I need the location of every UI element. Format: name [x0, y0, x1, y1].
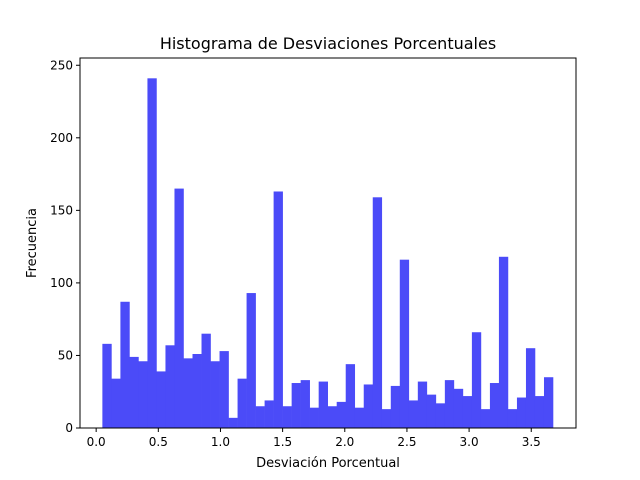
histogram-bar [336, 401, 347, 428]
histogram-bar [363, 384, 374, 428]
histogram-bar [516, 397, 527, 428]
x-tick-label: 2.0 [335, 435, 354, 449]
histogram-bar [453, 388, 464, 428]
histogram-bar [318, 381, 328, 428]
histogram-bar [147, 78, 157, 429]
histogram-bar [237, 378, 247, 428]
histogram-bar [354, 407, 365, 428]
histogram-bar [480, 409, 491, 428]
histogram-bar [255, 406, 265, 428]
histogram-bar [390, 385, 401, 428]
histogram-bar [228, 417, 238, 428]
histogram-bar [426, 394, 437, 428]
histogram-bar [525, 348, 536, 428]
x-axis-label: Desviación Porcentual [256, 456, 400, 471]
x-tick-label: 2.5 [397, 435, 416, 449]
y-axis-label: Frecuencia [25, 208, 40, 278]
x-tick-label: 1.5 [273, 435, 292, 449]
chart-title: Histograma de Desviaciones Porcentuales [160, 34, 496, 53]
y-tick-label: 200 [50, 131, 73, 145]
histogram-bar [129, 356, 139, 428]
histogram-bar [543, 377, 554, 428]
histogram-bar [174, 188, 184, 428]
y-tick-label: 150 [50, 203, 73, 217]
histogram-bar [111, 378, 121, 428]
y-tick-label: 0 [65, 421, 73, 435]
bars-group [102, 78, 554, 429]
x-tick-label: 3.5 [522, 435, 541, 449]
y-tick-label: 50 [58, 348, 73, 362]
histogram-bar [327, 406, 338, 428]
histogram-bar [282, 406, 292, 428]
histogram-bar [201, 333, 211, 428]
x-tick-label: 0.5 [149, 435, 168, 449]
histogram-bar [534, 396, 545, 428]
histogram-bar [372, 197, 383, 428]
histogram-bar [498, 256, 509, 428]
histogram-bar [471, 332, 482, 428]
histogram-bar [219, 351, 229, 428]
histogram-bar [210, 361, 220, 428]
histogram-bar [138, 361, 148, 428]
histogram-bar [192, 354, 202, 428]
histogram-bar [399, 259, 410, 428]
histogram-bar [300, 380, 310, 428]
histogram-bar [444, 380, 455, 428]
histogram-bar [417, 381, 428, 428]
histogram-bar [408, 400, 419, 428]
histogram-bar [264, 400, 274, 428]
x-tick-label: 3.0 [460, 435, 479, 449]
histogram-bar [507, 409, 518, 428]
histogram-bar [309, 407, 319, 428]
histogram-bar [183, 358, 193, 428]
histogram-bar [273, 191, 283, 428]
x-tick-label: 1.0 [211, 435, 230, 449]
histogram-bar [462, 396, 473, 428]
histogram-bar [345, 364, 356, 428]
histogram-bar [435, 403, 446, 428]
histogram-bar [156, 371, 166, 428]
histogram-bar [291, 383, 301, 428]
x-tick-label: 0.0 [87, 435, 106, 449]
y-axis-ticks: 0 50 100 150 200 250 [50, 58, 80, 435]
histogram-bar [246, 293, 256, 428]
histogram-bar [489, 383, 500, 428]
histogram-bar [102, 343, 112, 428]
histogram-bar [120, 301, 130, 428]
y-tick-label: 250 [50, 58, 73, 72]
histogram-bar [381, 409, 392, 428]
plot-frame [79, 57, 577, 429]
histogram-bar [165, 345, 175, 428]
x-axis-ticks: 0.0 0.5 1.0 1.5 2.0 2.5 3.0 3.5 [87, 428, 541, 449]
y-tick-label: 100 [50, 276, 73, 290]
